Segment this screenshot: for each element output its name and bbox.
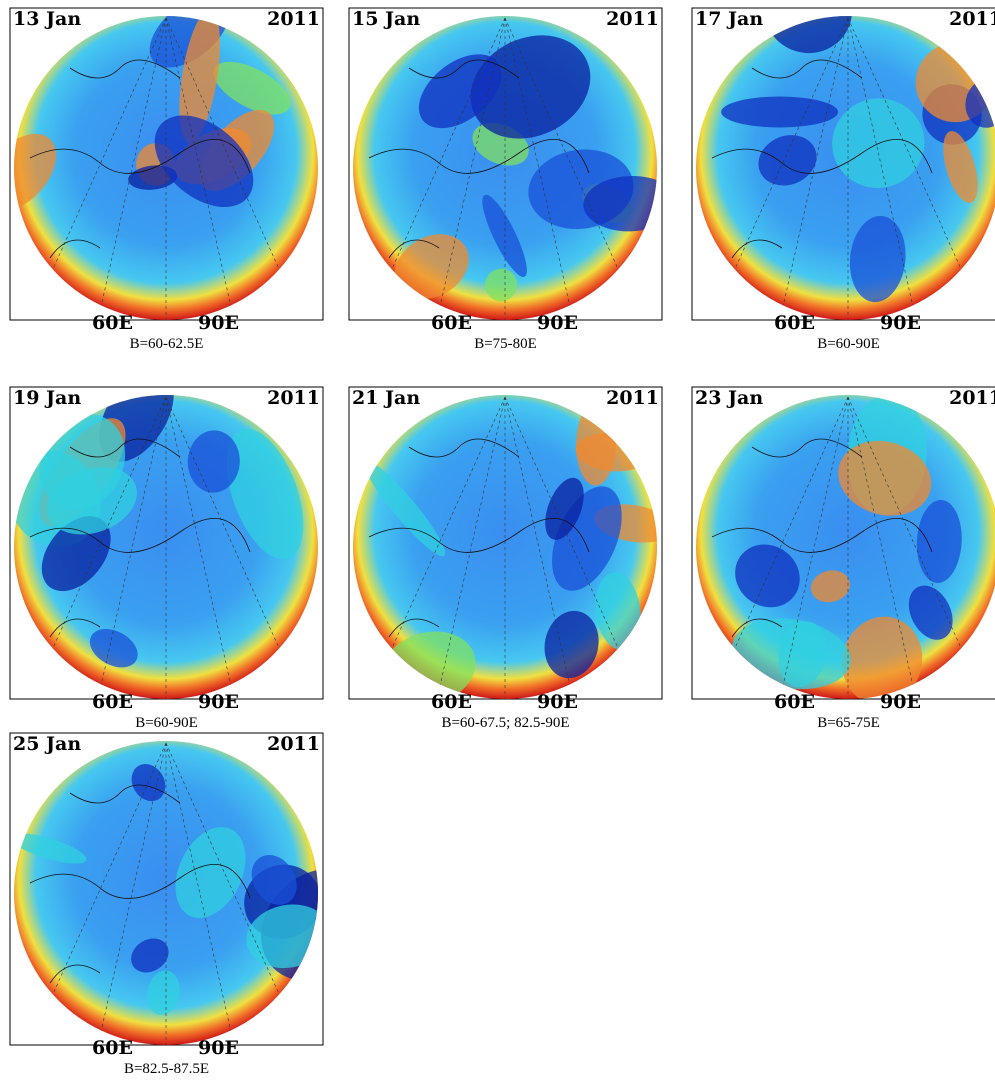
globe-map	[692, 8, 995, 320]
date-label: 23 Jan	[695, 387, 763, 409]
year-label: 2011	[267, 733, 320, 755]
globe-map	[349, 8, 662, 320]
caption: B=75-80E	[349, 336, 662, 353]
year-label: 2011	[267, 387, 320, 409]
globe-map	[692, 387, 995, 699]
longitude-label: 90E	[537, 691, 578, 713]
year-label: 2011	[949, 387, 995, 409]
longitude-label: 60E	[774, 312, 815, 334]
longitude-label: 60E	[92, 1037, 133, 1059]
caption: B=60-62.5E	[10, 336, 323, 353]
longitude-label: 90E	[198, 691, 239, 713]
date-label: 17 Jan	[695, 8, 763, 30]
longitude-label: 60E	[431, 691, 472, 713]
longitude-label: 90E	[198, 312, 239, 334]
field-blob	[721, 97, 838, 128]
globe-map	[10, 733, 323, 1045]
caption: B=65-75E	[692, 715, 995, 732]
date-label: 25 Jan	[13, 733, 81, 755]
longitude-label: 90E	[880, 312, 921, 334]
caption: B=60-67.5; 82.5-90E	[349, 715, 662, 732]
caption: B=60-90E	[10, 715, 323, 732]
date-label: 13 Jan	[13, 8, 81, 30]
longitude-label: 90E	[198, 1037, 239, 1059]
year-label: 2011	[606, 387, 659, 409]
globe-map	[10, 8, 323, 320]
caption: B=60-90E	[692, 336, 995, 353]
date-label: 15 Jan	[352, 8, 420, 30]
globe-map	[10, 387, 323, 699]
longitude-label: 60E	[92, 312, 133, 334]
longitude-label: 60E	[92, 691, 133, 713]
year-label: 2011	[949, 8, 995, 30]
date-label: 19 Jan	[13, 387, 81, 409]
caption: B=82.5-87.5E	[10, 1061, 323, 1078]
longitude-label: 90E	[537, 312, 578, 334]
longitude-label: 90E	[880, 691, 921, 713]
date-label: 21 Jan	[352, 387, 420, 409]
year-label: 2011	[606, 8, 659, 30]
longitude-label: 60E	[774, 691, 815, 713]
globe-map	[349, 387, 662, 699]
figure: {"panels": [ {"date": "13 Jan", "year": …	[0, 0, 995, 1086]
longitude-label: 60E	[431, 312, 472, 334]
year-label: 2011	[267, 8, 320, 30]
